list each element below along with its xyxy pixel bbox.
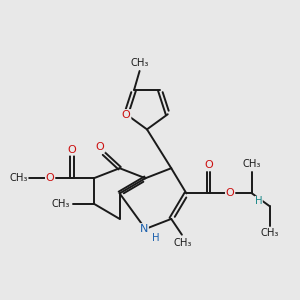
Text: CH₃: CH₃	[260, 229, 279, 238]
Text: H: H	[255, 196, 262, 206]
Text: O: O	[226, 188, 235, 198]
Text: CH₃: CH₃	[130, 58, 149, 68]
Text: O: O	[204, 160, 213, 170]
Text: O: O	[122, 110, 130, 120]
Text: O: O	[46, 173, 55, 183]
Text: CH₃: CH₃	[173, 238, 192, 248]
Text: CH₃: CH₃	[52, 199, 70, 209]
Text: O: O	[96, 142, 105, 152]
Text: H: H	[152, 233, 160, 243]
Text: CH₃: CH₃	[9, 173, 28, 183]
Text: CH₃: CH₃	[243, 159, 261, 169]
Text: N: N	[140, 224, 148, 234]
Text: O: O	[68, 145, 76, 155]
